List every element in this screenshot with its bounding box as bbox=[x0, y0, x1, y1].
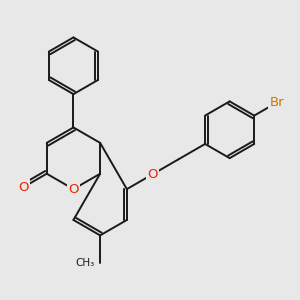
Text: O: O bbox=[147, 168, 158, 181]
Text: O: O bbox=[18, 181, 28, 194]
Text: O: O bbox=[68, 183, 79, 196]
Text: Br: Br bbox=[269, 96, 284, 109]
Text: CH₃: CH₃ bbox=[75, 258, 95, 268]
